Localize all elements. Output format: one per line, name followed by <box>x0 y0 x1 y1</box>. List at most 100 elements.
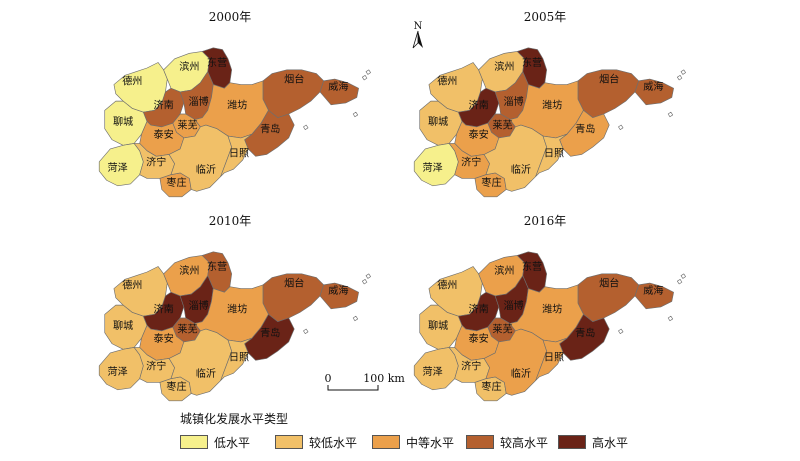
city-label-laiwu: 莱芜 <box>177 119 197 132</box>
city-label-liaocheng: 聊城 <box>113 319 133 332</box>
city-label-taian: 泰安 <box>153 332 173 345</box>
city-label-heze: 菏泽 <box>107 366 127 378</box>
city-label-yantai: 烟台 <box>599 277 619 290</box>
city-label-linyi: 临沂 <box>196 163 216 176</box>
city-label-binzhou: 滨州 <box>494 60 514 73</box>
legend-swatch <box>558 435 586 449</box>
island-mark <box>303 328 309 334</box>
region-rizhao <box>220 337 253 381</box>
legend-item-mlow: 较低水平 <box>275 433 357 451</box>
city-label-zaozhuang: 枣庄 <box>481 380 501 393</box>
island-mark <box>352 315 359 322</box>
city-label-dongying: 东营 <box>207 56 227 69</box>
city-label-rizhao: 日照 <box>229 147 249 159</box>
island-mark <box>667 111 674 118</box>
region-rizhao <box>535 133 568 177</box>
city-label-liaocheng: 聊城 <box>428 319 448 332</box>
legend-label: 较高水平 <box>500 435 549 450</box>
city-label-liaocheng: 聊城 <box>428 115 448 128</box>
city-label-laiwu: 莱芜 <box>492 119 512 132</box>
city-label-binzhou: 滨州 <box>179 264 199 277</box>
island-mark <box>352 111 359 118</box>
legend-swatch <box>372 435 400 449</box>
city-label-jining: 济宁 <box>461 360 481 373</box>
panel-title: 2016年 <box>523 214 567 228</box>
city-label-zibo: 淄博 <box>503 299 523 312</box>
region-weihai <box>319 78 359 106</box>
region-weihai <box>634 78 674 106</box>
island-mark <box>365 273 371 279</box>
city-label-dongying: 东营 <box>207 260 227 273</box>
city-label-binzhou: 滨州 <box>179 60 199 73</box>
city-label-zibo: 淄博 <box>503 95 523 108</box>
city-label-taian: 泰安 <box>468 128 488 141</box>
scale-bar: 0 100 km <box>325 372 405 391</box>
map-panel-2000: 2000年 德州 滨州 东营 烟台 威海 聊城 济南 淄博 莱芜 潍坊 青岛 泰安 菏泽 济宁 枣庄 临沂 日照 <box>80 8 380 198</box>
city-label-yantai: 烟台 <box>599 73 619 86</box>
legend-item-low: 低水平 <box>180 433 250 451</box>
city-label-zaozhuang: 枣庄 <box>166 380 186 393</box>
city-label-dezhou: 德州 <box>122 75 142 88</box>
city-label-heze: 菏泽 <box>107 162 127 174</box>
region-rizhao <box>220 133 253 177</box>
city-label-heze: 菏泽 <box>422 162 442 174</box>
city-label-jinan: 济南 <box>468 98 488 111</box>
map-panel-2016: 2016年 德州 滨州 东营 烟台 威海 聊城 济南 淄博 莱芜 潍坊 青岛 泰安 菏泽 济宁 枣庄 临沂 日照 <box>395 212 695 402</box>
island-mark <box>667 315 674 322</box>
city-label-laiwu: 莱芜 <box>177 323 197 336</box>
city-label-jining: 济宁 <box>461 156 481 169</box>
island-mark <box>303 124 309 130</box>
legend-label: 高水平 <box>592 435 629 450</box>
city-label-linyi: 临沂 <box>511 163 531 176</box>
city-label-weifang: 潍坊 <box>542 302 562 315</box>
city-label-rizhao: 日照 <box>229 351 249 363</box>
panel-title: 2000年 <box>208 10 252 24</box>
scale-end-label: 100 km <box>363 372 405 385</box>
city-label-jinan: 济南 <box>153 98 173 111</box>
north-arrow-icon: N <box>412 21 423 49</box>
city-label-qingdao: 青岛 <box>260 326 280 339</box>
map-panel-2005: 2005年 德州 滨州 东营 烟台 威海 聊城 济南 淄博 莱芜 潍坊 青岛 泰安 菏泽 济宁 枣庄 临沂 日照 <box>395 8 695 198</box>
city-label-jinan: 济南 <box>468 302 488 315</box>
city-label-rizhao: 日照 <box>544 147 564 159</box>
city-label-laiwu: 莱芜 <box>492 323 512 336</box>
legend-item-mhigh: 较高水平 <box>466 433 548 451</box>
city-label-qingdao: 青岛 <box>260 122 280 135</box>
city-label-weihai: 威海 <box>643 80 663 93</box>
city-label-jining: 济宁 <box>146 360 166 373</box>
island-mark <box>676 75 683 81</box>
city-label-weifang: 潍坊 <box>227 98 247 111</box>
legend-swatch <box>180 435 208 449</box>
scale-start-label: 0 <box>325 372 332 385</box>
island-mark <box>365 69 371 75</box>
city-label-binzhou: 滨州 <box>494 264 514 277</box>
island-mark <box>618 328 624 334</box>
city-label-zaozhuang: 枣庄 <box>166 176 186 189</box>
city-label-weihai: 威海 <box>328 80 348 93</box>
panel-title: 2005年 <box>523 10 567 24</box>
island-mark <box>618 124 624 130</box>
city-label-linyi: 临沂 <box>196 367 216 380</box>
city-label-zaozhuang: 枣庄 <box>481 176 501 189</box>
region-weihai <box>634 282 674 310</box>
legend-label: 低水平 <box>214 435 251 450</box>
city-label-rizhao: 日照 <box>544 351 564 363</box>
legend-swatch <box>275 435 303 449</box>
city-label-dongying: 东营 <box>522 260 542 273</box>
city-label-zibo: 淄博 <box>188 299 208 312</box>
legend-item-mid: 中等水平 <box>372 433 454 451</box>
island-mark <box>361 279 368 285</box>
city-label-yantai: 烟台 <box>284 73 304 86</box>
city-label-weihai: 威海 <box>328 284 348 297</box>
island-mark <box>361 75 368 81</box>
region-weihai <box>319 282 359 310</box>
legend-title: 城镇化发展水平类型 <box>180 412 289 426</box>
city-label-weifang: 潍坊 <box>542 98 562 111</box>
city-label-zibo: 淄博 <box>188 95 208 108</box>
island-mark <box>680 69 686 75</box>
